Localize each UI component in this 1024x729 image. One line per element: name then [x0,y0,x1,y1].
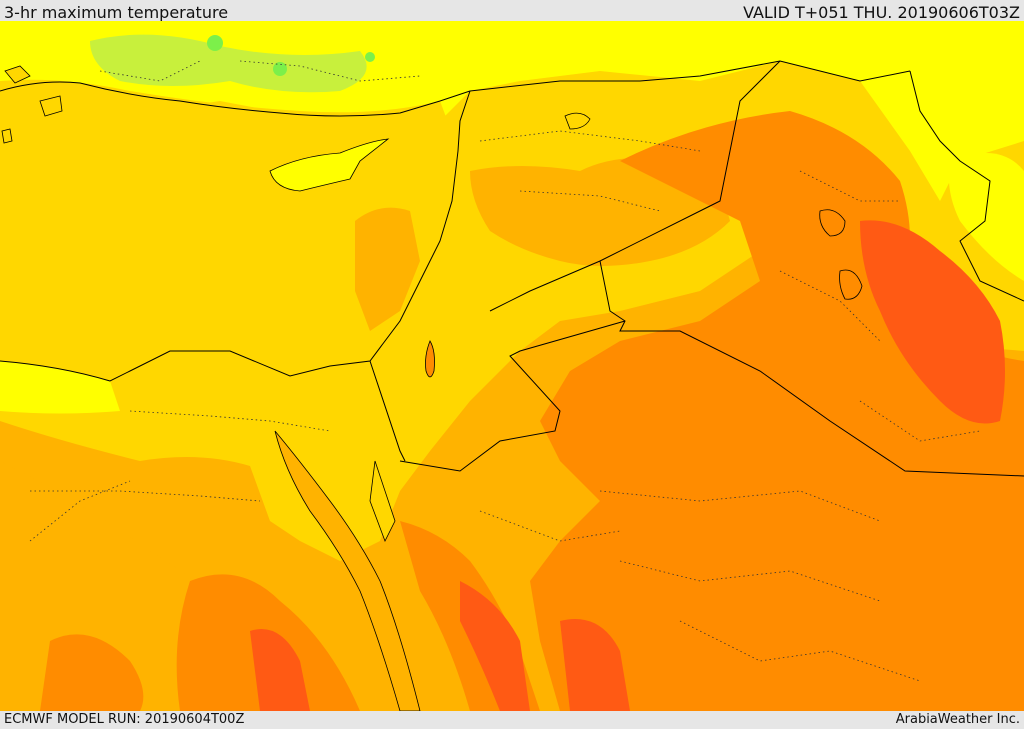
border-syria-iraq [489,60,781,312]
very-hot-zone-iraq [860,220,1005,424]
hot-zone-egypt [40,634,144,711]
lake [819,209,846,237]
green-spot [207,35,223,51]
temperature-map[interactable] [0,21,1024,711]
province-line [619,560,881,602]
province-line [599,490,881,522]
temperature-map-canvas [0,21,1024,711]
province-line [239,60,421,82]
lake [564,112,591,130]
lake [839,269,863,300]
gulf-of-aqaba [369,460,396,542]
valid-time-label: VALID T+051 THU. 20190606T03Z [743,3,1020,22]
border-iraq-saudi [599,260,1024,477]
green-spot [365,52,375,62]
province-line [99,60,201,82]
cool-zone-east [948,153,1024,281]
aegean-island [39,95,63,117]
province-line [30,490,261,502]
very-hot-zone-hejaz [460,581,530,711]
cool-zone-coast [0,361,120,414]
border-jordan-saudi [399,320,626,472]
aegean-island [1,128,13,144]
map-title: 3-hr maximum temperature [4,3,229,22]
province-line [479,510,621,542]
province-line [859,400,981,442]
border-iraq-iran [909,70,1024,302]
very-hot-zone-najd [560,619,630,711]
border-egypt-israel [369,360,406,462]
province-line [679,620,921,682]
very-hot-zone-egypt [250,629,310,711]
model-run-label: ECMWF MODEL RUN: 20190604T00Z [4,712,245,727]
aegean-island [4,65,31,84]
province-line [779,270,881,342]
dead-sea [425,340,435,378]
cyprus-island [269,138,390,192]
green-spot [273,62,287,76]
province-boundaries [29,60,981,682]
warm-zone-syria [470,157,730,266]
turkey-coastline [0,81,471,117]
credit-label: ArabiaWeather Inc. [895,712,1020,727]
mediterranean-coastline [0,90,471,382]
green-zone-turkey [90,34,367,93]
border-turkey-syria [469,60,911,92]
red-sea [274,430,421,711]
province-line [29,480,131,542]
warm-zone-levant [355,207,420,331]
